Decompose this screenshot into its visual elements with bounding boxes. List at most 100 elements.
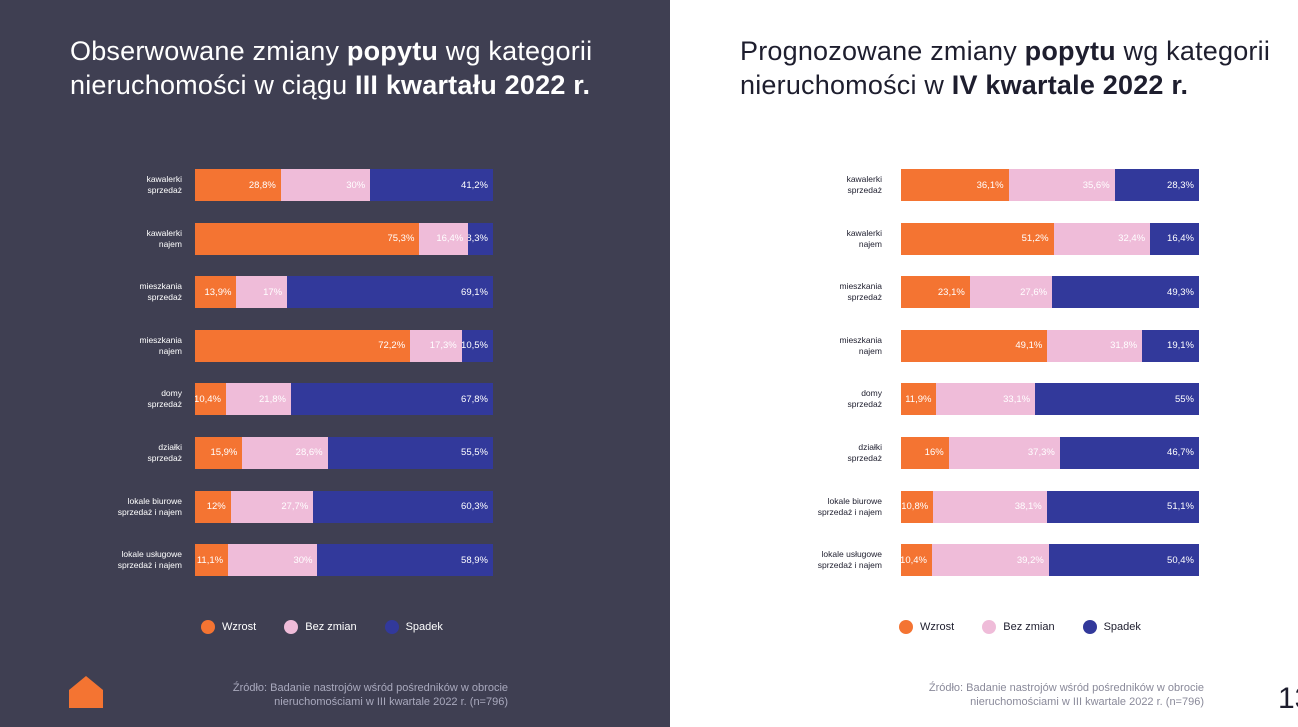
legend-dot-decrease bbox=[384, 620, 399, 634]
category-label: lokale biurowe sprzedaż i najem bbox=[62, 491, 182, 523]
category-label-line: sprzedaż bbox=[147, 185, 183, 195]
legend-label: Spadek bbox=[405, 621, 443, 633]
category-label-line: kawalerki bbox=[846, 174, 882, 184]
category-label: domy sprzedaż bbox=[762, 383, 883, 415]
stacked-bar: 10,8% 38,1% 51,1% bbox=[901, 490, 1199, 523]
category-label: kawalerki najem bbox=[762, 223, 882, 255]
bar-segment-increase: 51,2% bbox=[901, 222, 1054, 255]
category-label-line: sprzedaż bbox=[847, 452, 883, 463]
bar-segment-increase: 11,9% bbox=[901, 383, 937, 416]
bar-segment-decrease: 10,5% bbox=[461, 329, 493, 362]
legend-item-decrease: Spadek bbox=[384, 620, 443, 634]
bar-segment-no-change: 27,6% bbox=[969, 276, 1053, 309]
bar-segment-no-change: 32,4% bbox=[1053, 222, 1151, 255]
bar-segment-no-change: 35,6% bbox=[1008, 169, 1115, 201]
stacked-bar: 23,1% 27,6% 49,3% bbox=[901, 276, 1199, 309]
category-label-line: lokale biurowe bbox=[827, 495, 882, 506]
bar-segment-no-change: 30% bbox=[228, 544, 318, 577]
bar-segment-no-change: 17,3% bbox=[410, 329, 462, 362]
bar-segment-increase: 10,4% bbox=[195, 383, 226, 416]
category-label-line: lokale biurowe bbox=[127, 495, 182, 506]
bar-segment-no-change: 39,2% bbox=[931, 544, 1049, 577]
bar-segment-decrease: 16,4% bbox=[1150, 222, 1199, 255]
category-label-line: działki bbox=[158, 441, 182, 452]
category-label-line: lokale usługowe bbox=[821, 549, 882, 560]
source-note: Źródło: Badanie nastrojów wśród pośredni… bbox=[232, 682, 508, 708]
bar-segment-increase: 75,3% bbox=[195, 222, 420, 255]
bar-segment-decrease: 69,1% bbox=[287, 276, 493, 309]
chart-title: Obserwowane zmiany popytu wg kategorii n… bbox=[70, 36, 593, 100]
chart-title: Prognozowane zmiany popytu wg kategorii … bbox=[740, 36, 1271, 100]
category-label: lokale usługowe sprzedaż i najem bbox=[762, 544, 882, 576]
bar-segment-decrease: 55% bbox=[1035, 383, 1199, 416]
chart-legend: Wzrost Bez zmian Spadek bbox=[201, 620, 471, 634]
category-label: mieszkania sprzedaż bbox=[762, 276, 882, 308]
legend-label: Bez zmian bbox=[1003, 621, 1055, 633]
legend-label: Bez zmian bbox=[305, 621, 357, 633]
bar-segment-increase: 12% bbox=[195, 490, 231, 523]
legend-label: Wzrost bbox=[222, 621, 257, 633]
category-label: kawalerki sprzedaż bbox=[62, 169, 182, 201]
chart-legend: Wzrost Bez zmian Spadek bbox=[899, 620, 1169, 634]
stacked-bar: 10,4% 39,2% 50,4% bbox=[901, 544, 1199, 577]
bar-segment-no-change: 28,6% bbox=[242, 436, 328, 469]
bar-segment-no-change: 38,1% bbox=[933, 490, 1047, 523]
category-label-line: mieszkania bbox=[839, 281, 882, 292]
legend-dot-no-change bbox=[284, 620, 299, 634]
bar-segment-no-change: 37,3% bbox=[948, 436, 1060, 469]
bar-segment-increase: 13,9% bbox=[195, 276, 237, 309]
bar-segment-increase: 15,9% bbox=[195, 436, 243, 469]
category-label-line: mieszkania bbox=[839, 334, 882, 345]
page-number: 13 bbox=[1278, 682, 1298, 715]
category-label-line: kawalerki bbox=[146, 174, 182, 184]
house-icon bbox=[69, 676, 103, 708]
bar-segment-no-change: 17% bbox=[236, 276, 288, 309]
bar-segment-increase: 72,2% bbox=[195, 329, 411, 362]
stacked-bar: 11,9% 33,1% 55% bbox=[901, 383, 1199, 416]
bar-segment-decrease: 19,1% bbox=[1142, 329, 1199, 362]
legend-dot-no-change bbox=[982, 620, 997, 634]
category-label: mieszkania sprzedaż bbox=[62, 276, 182, 308]
category-label-line: działki bbox=[858, 441, 882, 452]
bar-segment-no-change: 21,8% bbox=[225, 383, 291, 416]
bar-segment-no-change: 33,1% bbox=[936, 383, 1036, 416]
category-label-line: lokale usługowe bbox=[121, 549, 182, 560]
bar-segment-decrease: 51,1% bbox=[1046, 490, 1199, 523]
bar-segment-increase: 28,8% bbox=[195, 169, 281, 201]
bar-segment-decrease: 41,2% bbox=[370, 169, 493, 201]
legend-label: Wzrost bbox=[920, 621, 955, 633]
legend-dot-increase bbox=[201, 620, 215, 634]
bar-segment-increase: 10,8% bbox=[901, 490, 934, 523]
stacked-bar: 10,4% 21,8% 67,8% bbox=[195, 383, 493, 416]
stacked-bar: 12% 27,7% 60,3% bbox=[195, 490, 493, 523]
forecast-demand-chart: Prognozowane zmiany popytu wg kategorii … bbox=[670, 0, 1298, 727]
category-label-line: kawalerki bbox=[846, 227, 882, 238]
bar-segment-increase: 36,1% bbox=[901, 169, 1009, 201]
category-label-line: sprzedaż bbox=[847, 399, 883, 410]
bar-segment-no-change: 31,8% bbox=[1047, 329, 1143, 362]
legend-dot-decrease bbox=[1082, 620, 1097, 634]
bar-segment-decrease: 49,3% bbox=[1052, 276, 1199, 309]
category-label-line: sprzedaż bbox=[147, 452, 183, 463]
stacked-bar: 51,2% 32,4% 16,4% bbox=[901, 222, 1199, 255]
observed-demand-chart: Obserwowane zmiany popytu wg kategorii n… bbox=[0, 0, 670, 727]
category-label-line: sprzedaż bbox=[847, 292, 883, 303]
legend-item-increase: Wzrost bbox=[201, 620, 256, 634]
bar-segment-decrease: 60,3% bbox=[313, 490, 493, 523]
source-note: Źródło: Badanie nastrojów wśród pośredni… bbox=[928, 682, 1204, 708]
category-label-line: sprzedaż bbox=[847, 185, 883, 195]
category-label-line: domy bbox=[861, 388, 882, 399]
category-label-line: kawalerki bbox=[146, 227, 182, 238]
category-label: lokale biurowe sprzedaż i najem bbox=[762, 491, 882, 523]
category-label-line: najem bbox=[158, 238, 182, 249]
category-label: kawalerki najem bbox=[62, 223, 182, 255]
category-label: działki sprzedaż bbox=[62, 437, 183, 469]
bar-segment-no-change: 30% bbox=[280, 169, 371, 201]
category-label: mieszkania najem bbox=[62, 330, 182, 362]
legend-item-no-change: Bez zmian bbox=[982, 620, 1055, 634]
category-label-line: sprzedaż i najem bbox=[117, 506, 182, 517]
category-label-line: sprzedaż bbox=[147, 399, 183, 410]
category-label-line: sprzedaż i najem bbox=[817, 560, 882, 571]
category-label-line: najem bbox=[158, 345, 182, 356]
category-label-line: domy bbox=[161, 388, 182, 399]
